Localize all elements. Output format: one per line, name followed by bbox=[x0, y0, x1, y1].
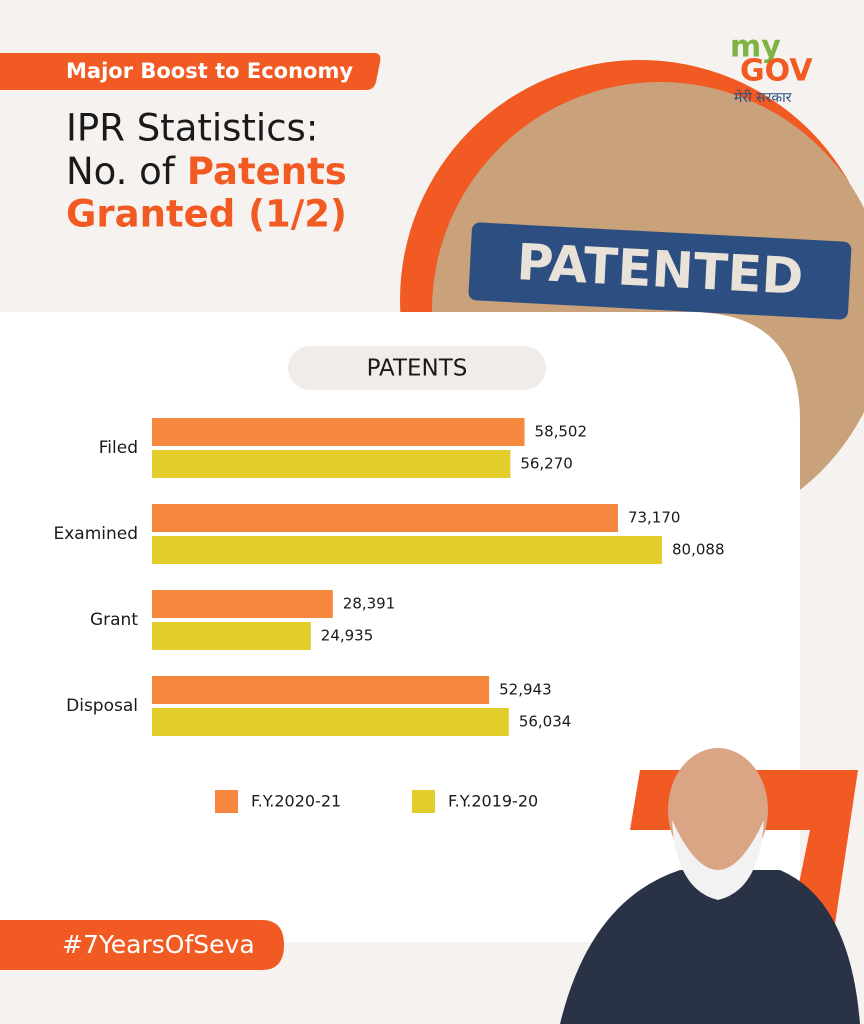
chart-title-pill bbox=[288, 346, 546, 390]
tag-banner bbox=[0, 53, 381, 90]
value-label: 56,034 bbox=[519, 713, 572, 731]
bar bbox=[152, 504, 618, 532]
bar bbox=[152, 676, 490, 704]
title-text: No. of bbox=[66, 150, 176, 193]
logo-gov: GOV bbox=[740, 54, 813, 89]
logo-my: my bbox=[730, 30, 781, 65]
category-label: Grant bbox=[90, 610, 138, 630]
title-line: IPR Statistics: bbox=[66, 107, 318, 150]
title-line: No. of Patents bbox=[66, 150, 347, 193]
value-label: 52,943 bbox=[499, 681, 551, 699]
title-line: Granted (1/2) bbox=[66, 193, 347, 236]
value-label: 56,270 bbox=[520, 455, 573, 473]
value-label: 80,088 bbox=[672, 541, 725, 559]
legend-swatch bbox=[412, 790, 435, 813]
hashtag-banner bbox=[0, 920, 284, 970]
stamp bbox=[468, 222, 852, 320]
bar bbox=[152, 450, 511, 478]
value-label: 28,391 bbox=[343, 595, 396, 613]
tag: Major Boost to Economy bbox=[66, 59, 353, 83]
portrait-body bbox=[560, 870, 860, 1024]
value-label: 58,502 bbox=[535, 423, 588, 441]
value-label: 73,170 bbox=[628, 509, 681, 527]
portrait-beard bbox=[672, 820, 764, 900]
category-label: Disposal bbox=[66, 696, 138, 716]
bar bbox=[152, 708, 509, 736]
bar bbox=[152, 536, 662, 564]
logo-tagline: मेरी सरकार bbox=[734, 89, 792, 106]
title-highlight: Patents bbox=[187, 150, 347, 193]
portrait-face bbox=[668, 748, 768, 872]
category-label: Filed bbox=[99, 438, 138, 458]
value-label: 24,935 bbox=[321, 627, 374, 645]
legend-swatch bbox=[215, 790, 238, 813]
bar bbox=[152, 590, 333, 618]
chart-title: PATENTS bbox=[367, 356, 468, 382]
legend-label: F.Y.2019-20 bbox=[448, 792, 538, 811]
hashtag: #7YearsOfSeva bbox=[62, 930, 255, 959]
bar bbox=[152, 622, 311, 650]
legend-label: F.Y.2020-21 bbox=[251, 792, 341, 811]
plot: Filed 58,502 56,270 Examined 73,170 80,088 Gra… bbox=[53, 418, 725, 813]
category-label: Examined bbox=[53, 524, 138, 544]
bar bbox=[152, 418, 525, 446]
